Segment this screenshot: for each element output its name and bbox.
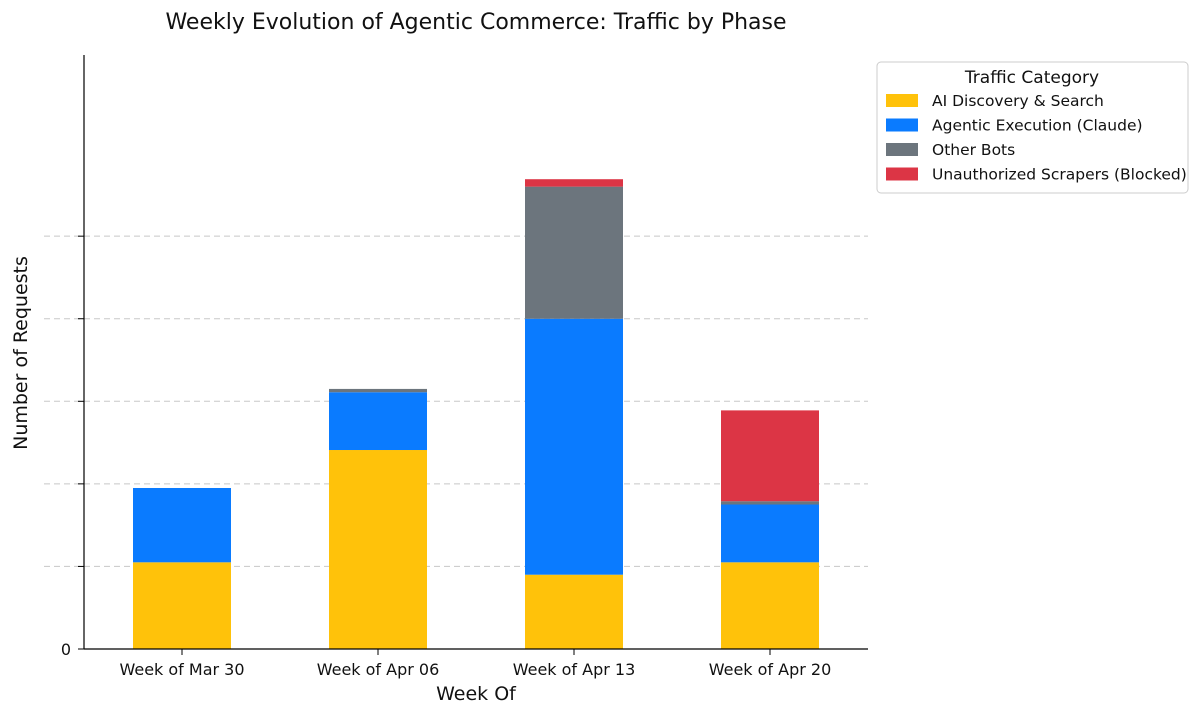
legend-title: Traffic Category	[964, 68, 1099, 88]
legend-entry: Other Bots	[932, 141, 1015, 159]
tick-labels: 0 Week of Mar 30 Week of Apr 06 Week of Apr…	[61, 640, 831, 679]
bar-segment	[133, 562, 231, 649]
legend-swatch	[886, 118, 918, 132]
legend-entry: AI Discovery & Search	[932, 92, 1104, 110]
bar-segment	[721, 501, 819, 505]
bars	[133, 179, 819, 649]
legend: Traffic Category AI Discovery & Search Ag…	[876, 61, 1189, 194]
bar-segment	[329, 450, 427, 649]
axes	[78, 55, 868, 655]
bar-segment	[525, 179, 623, 187]
x-tick-label: Week of Apr 20	[709, 660, 832, 679]
legend-swatch	[886, 143, 918, 156]
y-axis-label: Number of Requests	[10, 256, 32, 450]
bar-segment	[133, 487, 231, 563]
bar-segment	[721, 504, 819, 563]
x-tick-label: Week of Mar 30	[119, 660, 244, 679]
bar-segment	[721, 562, 819, 649]
legend-swatch	[886, 94, 918, 107]
bar-segment	[525, 318, 623, 575]
grid-lines	[44, 235, 868, 567]
x-tick-label: Week of Apr 06	[317, 660, 440, 679]
legend-frame	[876, 61, 1189, 194]
bar-segment	[525, 574, 623, 649]
bar-segment	[525, 186, 623, 319]
legend-entry: Agentic Execution (Claude)	[932, 117, 1143, 135]
chart-title: Weekly Evolution of Agentic Commerce: Tr…	[165, 10, 786, 35]
y-tick-label: 0	[61, 640, 71, 659]
x-tick-label: Week of Apr 13	[513, 660, 636, 679]
bar-segment	[329, 392, 427, 451]
bar-segment	[329, 388, 427, 393]
legend-swatch	[886, 167, 918, 181]
bar-segment	[721, 410, 819, 502]
x-axis-label: Week Of	[436, 683, 517, 705]
legend-entry: Unauthorized Scrapers (Blocked)	[932, 166, 1187, 184]
